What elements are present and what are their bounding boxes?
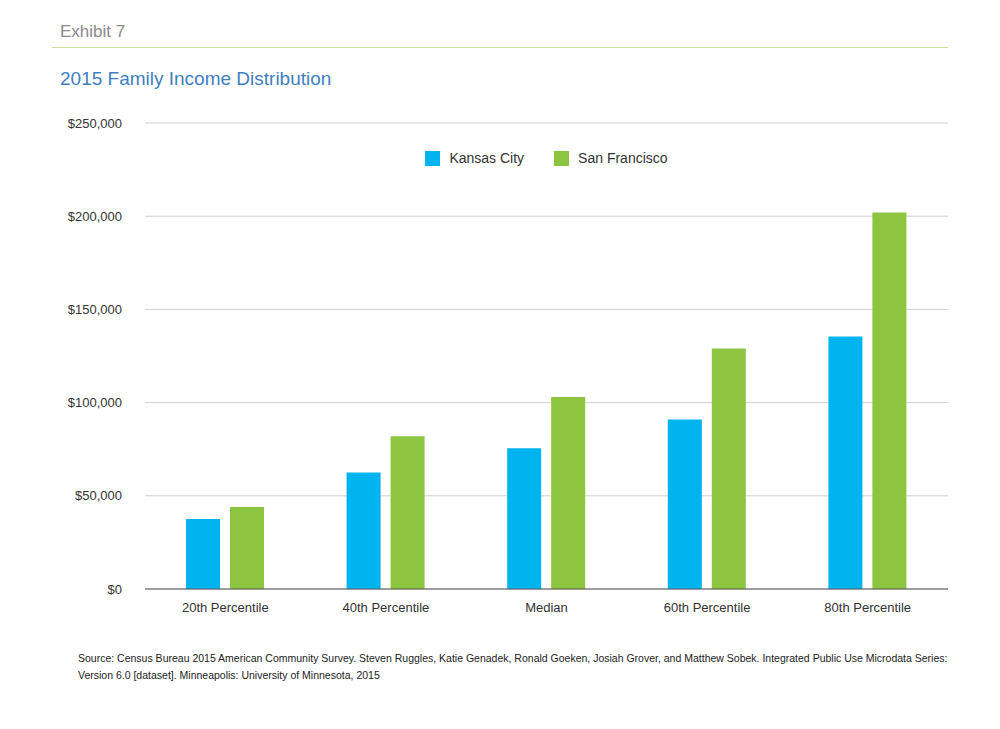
svg-text:60th Percentile: 60th Percentile <box>664 600 751 615</box>
svg-text:80th Percentile: 80th Percentile <box>824 600 911 615</box>
svg-text:$50,000: $50,000 <box>75 488 122 503</box>
html-text:San Francisco: San Francisco <box>578 150 668 166</box>
svg-text:$200,000: $200,000 <box>68 209 122 224</box>
svg-text:$0: $0 <box>108 582 122 597</box>
svg-text:Median: Median <box>525 600 568 615</box>
svg-text:20th Percentile: 20th Percentile <box>182 600 269 615</box>
svg-text:40th Percentile: 40th Percentile <box>343 600 430 615</box>
html-text:Exhibit 7: Exhibit 7 <box>60 22 126 41</box>
svg-text:$150,000: $150,000 <box>68 302 122 317</box>
svg-text:$250,000: $250,000 <box>68 116 122 131</box>
html-text:Source: Census Bureau 2015 Ame: Source: Census Bureau 2015 American Comm… <box>78 652 948 681</box>
html-text:Kansas City: Kansas City <box>449 150 525 166</box>
html-text:2015 Family Income Distributio: 2015 Family Income Distribution <box>60 68 332 89</box>
svg-text:$100,000: $100,000 <box>68 395 122 410</box>
